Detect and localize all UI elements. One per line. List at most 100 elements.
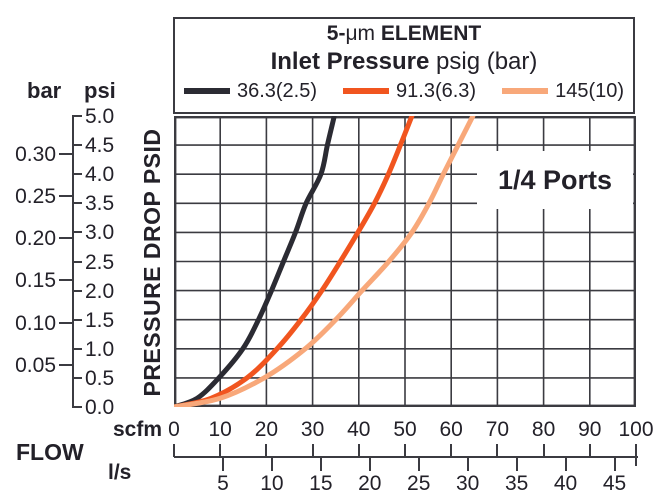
legend-item: 145(10)	[502, 80, 624, 103]
curve-91-3-6-3-	[174, 116, 415, 407]
ls-tick	[270, 456, 273, 471]
legend: 36.3(2.5) 91.3(6.3) 145(10)	[183, 76, 624, 106]
chart-title: 5-μm ELEMENT	[327, 21, 481, 47]
legend-label: 36.3(2.5)	[236, 79, 318, 102]
legend-swatch	[183, 88, 230, 94]
y-axis-title: PRESSURE DROP PSID	[139, 128, 165, 397]
psi-tick-label: 3.5	[85, 192, 115, 216]
scfm-unit-label: scfm	[112, 418, 162, 441]
psi-tick	[72, 202, 82, 205]
scfm-tick	[404, 444, 406, 457]
psi-tick-label: 4.0	[85, 163, 115, 187]
ls-tick	[515, 456, 518, 471]
ls-tick-label: 5	[217, 472, 229, 495]
scfm-tick-label: 10	[208, 418, 232, 441]
ls-tick	[319, 456, 322, 471]
chart-subtitle: Inlet Pressure psig (bar)	[271, 47, 538, 76]
scfm-tick-label: 0	[168, 418, 180, 441]
scfm-tick-label: 60	[439, 418, 463, 441]
psi-tick	[72, 115, 82, 117]
psi-tick	[72, 347, 82, 350]
bar-tick-label: 0.05	[15, 353, 56, 377]
psi-tick	[72, 173, 82, 176]
ls-tick-label: 30	[455, 472, 480, 495]
bar-tick-label: 0.10	[15, 311, 56, 335]
bar-tick-label: 0.30	[15, 142, 56, 166]
scfm-tick-label: 40	[347, 418, 371, 441]
ls-tick	[221, 456, 224, 471]
plot-area	[174, 116, 636, 407]
chart-header-box: 5-μm ELEMENT Inlet Pressure psig (bar) 3…	[173, 17, 635, 114]
psi-tick-label: 2.0	[85, 279, 115, 303]
curve-145-10-	[174, 116, 476, 407]
psi-tick	[72, 318, 82, 321]
psi-tick	[72, 260, 82, 263]
bar-tick-label: 0.20	[15, 227, 56, 251]
legend-item: 36.3(2.5)	[183, 79, 318, 103]
bar-tick	[59, 194, 72, 197]
ls-tick-label: 40	[553, 472, 578, 495]
ls-tick	[466, 456, 469, 471]
bar-tick	[59, 279, 72, 282]
psi-tick-label: 1.5	[85, 308, 115, 332]
ls-tick	[564, 456, 567, 471]
scfm-tick	[311, 444, 314, 457]
scfm-tick-label: 30	[300, 418, 325, 441]
scfm-tick-label: 50	[393, 418, 417, 441]
subtitle-units: psig (bar)	[429, 48, 538, 75]
ls-tick	[417, 456, 420, 471]
psi-unit-label: psi	[84, 78, 116, 103]
ls-unit-label: l/s	[108, 461, 132, 484]
psi-tick	[72, 231, 82, 234]
axis-end-tick	[635, 456, 637, 466]
ls-tick-label: 35	[504, 472, 529, 495]
title-suffix: ELEMENT	[375, 22, 482, 45]
ls-axis-line	[174, 456, 638, 458]
psi-tick-label: 5.0	[85, 105, 115, 128]
curve-36-3-2-5-	[174, 116, 337, 407]
bar-tick-label: 0.15	[15, 269, 56, 293]
psi-tick	[72, 144, 82, 147]
scfm-tick-label: 100	[618, 418, 654, 441]
psi-tick-label: 4.5	[85, 134, 115, 158]
ls-tick-label: 10	[260, 472, 284, 495]
scfm-tick	[357, 444, 360, 457]
scfm-tick	[450, 444, 453, 457]
bar-tick	[59, 152, 72, 155]
bar-unit-label: bar	[27, 78, 62, 103]
scfm-tick-label: 70	[485, 418, 510, 441]
plot-border	[174, 116, 636, 407]
ls-tick-label: 15	[309, 472, 333, 495]
bar-tick	[59, 363, 72, 366]
scfm-tick	[265, 444, 268, 457]
scfm-tick	[219, 444, 222, 457]
ls-tick-label: 25	[407, 472, 431, 495]
title-prefix: 5-	[326, 22, 346, 45]
ls-tick-label: 45	[602, 472, 627, 495]
scfm-tick	[496, 444, 499, 457]
subtitle-bold: Inlet Pressure	[270, 48, 430, 75]
scfm-tick-label: 80	[531, 418, 556, 441]
psi-tick	[72, 376, 82, 379]
legend-label: 145(10)	[555, 79, 625, 102]
bar-tick-label: 0.25	[15, 184, 56, 208]
ls-tick	[368, 456, 371, 471]
scfm-tick-label: 90	[578, 418, 602, 441]
psi-tick-label: 0.0	[85, 396, 115, 419]
title-micron-unit: μm	[345, 22, 376, 45]
scfm-tick	[542, 444, 545, 457]
psi-tick-label: 1.0	[85, 337, 115, 361]
scfm-tick	[173, 444, 175, 457]
flow-label: FLOW	[16, 439, 84, 465]
ports-annotation: 1/4 Ports	[477, 151, 633, 209]
psi-tick-label: 3.0	[85, 221, 115, 245]
scfm-tick	[588, 444, 591, 457]
legend-item: 91.3(6.3)	[343, 80, 476, 103]
psi-tick	[72, 289, 82, 292]
ls-tick	[613, 456, 616, 471]
psi-tick	[72, 406, 82, 408]
psi-tick-label: 0.5	[85, 366, 115, 390]
ls-tick-label: 20	[358, 472, 382, 495]
scfm-tick-label: 20	[254, 418, 279, 441]
